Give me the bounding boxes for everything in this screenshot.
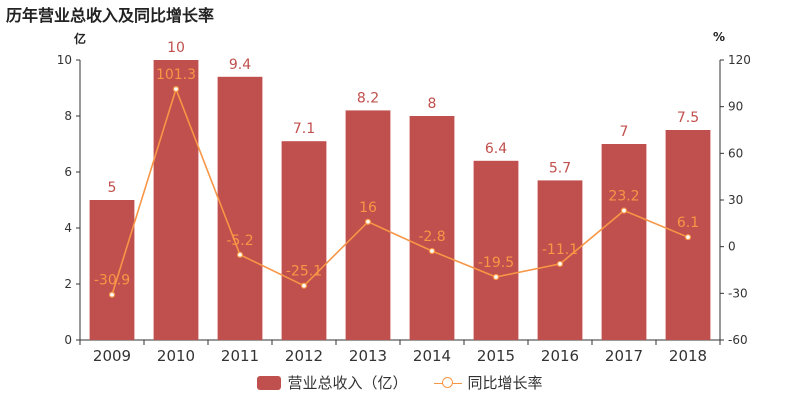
left-tick-label: 6 — [64, 165, 72, 179]
growth-rate-point — [364, 218, 372, 225]
revenue-bar-label: 5.7 — [549, 160, 571, 176]
revenue-bar — [345, 110, 391, 341]
revenue-bar — [217, 76, 263, 341]
growth-rate-label: -19.5 — [478, 255, 514, 271]
revenue-bar-label: 6.4 — [485, 141, 507, 157]
left-axis-unit: 亿 — [74, 32, 87, 46]
growth-rate-label: 16 — [359, 200, 377, 216]
revenue-bar — [281, 141, 327, 340]
growth-rate-point — [428, 247, 436, 255]
x-tick-label: 2013 — [349, 347, 387, 365]
right-tick-label: 30 — [728, 193, 743, 207]
legend-label-revenue: 营业总收入（亿） — [287, 374, 408, 392]
revenue-bar — [601, 144, 647, 340]
legend-item-revenue[interactable]: 营业总收入（亿） — [257, 372, 408, 393]
growth-rate-point — [492, 273, 500, 281]
left-tick-label: 2 — [64, 277, 72, 291]
legend-label-growth: 同比增长率 — [467, 374, 543, 392]
revenue-bar-label: 10 — [167, 40, 185, 56]
growth-rate-label: -11.1 — [542, 242, 578, 258]
x-tick-label: 2018 — [669, 347, 707, 365]
revenue-bar — [473, 160, 519, 340]
revenue-bar-label: 7.1 — [293, 121, 315, 137]
right-tick-label: 0 — [728, 240, 736, 254]
growth-rate-point — [172, 85, 180, 93]
chart-title: 历年营业总收入及同比增长率 — [6, 6, 215, 25]
left-tick-label: 8 — [64, 109, 72, 123]
growth-rate-line — [111, 86, 689, 295]
growth-rate-point — [684, 234, 692, 241]
revenue-bar-label: 7.5 — [677, 110, 699, 126]
revenue-bar — [409, 116, 455, 340]
left-tick-label: 0 — [64, 333, 72, 347]
x-tick-label: 2011 — [221, 347, 259, 365]
growth-rate-label: -2.8 — [418, 229, 445, 245]
growth-rate-label: -5.2 — [226, 233, 253, 249]
x-tick-label: 2012 — [285, 347, 323, 365]
left-tick-label: 4 — [64, 221, 72, 235]
growth-rate-point — [556, 260, 564, 268]
left-tick-label: 10 — [57, 53, 72, 67]
revenue-bar — [537, 180, 583, 340]
revenue-bar-label: 9.4 — [229, 57, 251, 73]
revenue-bar — [89, 200, 135, 340]
legend-item-growth[interactable]: 同比增长率 — [433, 372, 543, 393]
growth-rate-label: 6.1 — [677, 215, 699, 231]
right-tick-label: -30 — [728, 286, 748, 300]
growth-rate-label: -30.9 — [94, 273, 130, 289]
revenue-bar-label: 8.2 — [357, 90, 379, 106]
revenue-bar — [153, 60, 199, 340]
right-tick-label: 120 — [728, 53, 751, 67]
right-tick-label: -60 — [728, 333, 748, 347]
growth-rate-point — [236, 251, 244, 258]
revenue-bar-label: 5 — [108, 180, 117, 196]
right-axis-unit: % — [713, 30, 726, 44]
revenue-bar-label: 7 — [620, 124, 629, 140]
x-tick-label: 2009 — [93, 347, 131, 365]
legend-line-marker-icon — [433, 376, 462, 390]
growth-rate-point — [620, 207, 628, 214]
revenue-bar-label: 8 — [428, 96, 437, 112]
growth-rate-label: -25.1 — [286, 264, 322, 280]
legend-bar-swatch-icon — [257, 375, 282, 390]
right-tick-label: 60 — [728, 146, 743, 160]
right-tick-label: 90 — [728, 100, 743, 114]
x-tick-label: 2016 — [541, 347, 579, 365]
legend: 营业总收入（亿） 同比增长率 — [0, 372, 800, 393]
x-tick-label: 2015 — [477, 347, 515, 365]
growth-rate-label: 101.3 — [156, 67, 196, 83]
growth-rate-point — [108, 291, 116, 298]
x-tick-label: 2014 — [413, 347, 451, 365]
x-tick-label: 2017 — [605, 347, 643, 365]
x-tick-label: 2010 — [157, 347, 195, 365]
growth-rate-label: 23.2 — [608, 189, 639, 205]
growth-rate-point — [300, 282, 308, 289]
